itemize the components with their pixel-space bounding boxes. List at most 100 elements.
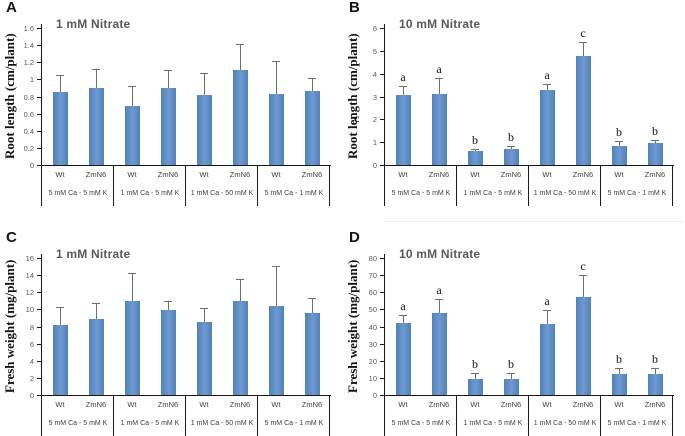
error-bar-cap bbox=[236, 44, 244, 46]
error-bar-stem bbox=[96, 69, 97, 88]
series-label: Wt bbox=[199, 400, 209, 409]
error-bar-cap bbox=[435, 78, 443, 80]
y-tick-label: 70 bbox=[368, 271, 377, 281]
y-tick-mark bbox=[380, 28, 384, 29]
significance-letter: a bbox=[436, 283, 442, 298]
bar-wt bbox=[467, 151, 483, 165]
series-label: ZmN6 bbox=[428, 170, 450, 179]
error-bar-stem bbox=[276, 60, 277, 94]
error-bar-cap bbox=[236, 279, 244, 281]
error-bar-stem bbox=[168, 300, 169, 311]
y-tick-mark bbox=[380, 360, 384, 362]
y-tick-label: 40 bbox=[368, 322, 377, 332]
error-bar-cap bbox=[308, 77, 316, 79]
error-bar-cap bbox=[579, 275, 587, 277]
y-tick-mark bbox=[37, 113, 41, 115]
y-tick-label: 0 bbox=[29, 161, 34, 170]
group-separator-line bbox=[528, 396, 529, 436]
significance-letter: b bbox=[508, 129, 514, 144]
error-bar-stem bbox=[475, 148, 476, 152]
error-bar-stem bbox=[240, 279, 241, 301]
series-label: ZmN6 bbox=[644, 170, 666, 179]
series-label: Wt bbox=[398, 170, 408, 179]
group-separator-line bbox=[672, 396, 673, 436]
bar-zmn6 bbox=[431, 94, 447, 165]
chart-title: 1 mM Nitrate bbox=[56, 247, 131, 261]
group-label: 1 mM Ca - 50 mM K bbox=[533, 420, 597, 427]
y-tick-mark bbox=[380, 119, 384, 121]
group-separator-line bbox=[456, 396, 457, 436]
bar-wt bbox=[196, 322, 212, 395]
series-label: Wt bbox=[127, 400, 137, 409]
error-bar-stem bbox=[547, 83, 548, 91]
error-bar-cap bbox=[200, 72, 208, 74]
y-tick-mark bbox=[380, 326, 384, 328]
panel-b: B 10 mM Nitrate Root length (cm/plant) 0 1 2 3… bbox=[343, 0, 685, 218]
y-tick-mark bbox=[37, 275, 41, 277]
error-bar-cap bbox=[92, 69, 100, 71]
error-bar-stem bbox=[475, 372, 476, 379]
y-tick-mark bbox=[37, 309, 41, 311]
stray-annotation-letter: c bbox=[354, 111, 360, 125]
panel-letter: B bbox=[349, 0, 360, 16]
group-label: 5 mM Ca - 1 mM K bbox=[264, 420, 324, 427]
faint-dotted-separator bbox=[385, 221, 683, 222]
error-bar-cap bbox=[128, 273, 136, 275]
series-label: ZmN6 bbox=[85, 400, 107, 409]
error-bar-stem bbox=[547, 310, 548, 324]
y-tick-label: 0.2 bbox=[23, 143, 34, 153]
y-tick-label: 8 bbox=[29, 322, 34, 332]
significance-letter: a bbox=[544, 294, 550, 309]
series-label: ZmN6 bbox=[229, 170, 251, 179]
y-tick-mark bbox=[380, 377, 384, 379]
y-tick-label: 0.6 bbox=[23, 109, 34, 119]
series-label: Wt bbox=[199, 170, 209, 179]
error-bar-cap bbox=[615, 141, 623, 143]
group-label: 1 mM Ca - 50 mM K bbox=[190, 190, 254, 197]
error-bar-stem bbox=[240, 44, 241, 70]
y-tick-mark bbox=[37, 130, 41, 132]
y-axis-line bbox=[384, 24, 385, 166]
bar-zmn6 bbox=[88, 87, 104, 165]
y-axis-line bbox=[41, 254, 42, 396]
error-bar-cap bbox=[272, 60, 280, 62]
y-tick-mark bbox=[37, 292, 41, 294]
bar-zmn6 bbox=[88, 318, 104, 395]
bar-wt bbox=[539, 90, 555, 165]
error-bar-stem bbox=[204, 72, 205, 95]
significance-letter: a bbox=[400, 298, 406, 313]
group-label: 5 mM Ca - 1 mM K bbox=[264, 190, 324, 197]
error-bar-stem bbox=[204, 307, 205, 323]
y-tick-label: 60 bbox=[368, 288, 377, 298]
error-bar-stem bbox=[403, 314, 404, 324]
y-tick-label: 0 bbox=[372, 391, 377, 400]
error-bar-stem bbox=[60, 75, 61, 93]
bar-zmn6 bbox=[304, 91, 320, 165]
y-axis-line bbox=[41, 24, 42, 166]
bar-wt bbox=[52, 92, 68, 165]
group-separator-line bbox=[456, 166, 457, 206]
error-bar-cap bbox=[651, 139, 659, 141]
bar-wt bbox=[539, 323, 555, 395]
x-axis-line bbox=[384, 165, 674, 166]
group-separator-line bbox=[257, 396, 258, 436]
y-tick-label: 2 bbox=[372, 115, 377, 125]
series-label: Wt bbox=[470, 400, 480, 409]
y-tick-mark bbox=[37, 360, 41, 362]
error-bar-cap bbox=[507, 145, 515, 147]
x-axis-line bbox=[41, 165, 331, 166]
error-bar-cap bbox=[471, 372, 479, 374]
group-separator-line bbox=[329, 166, 330, 206]
significance-letter: c bbox=[580, 259, 586, 274]
y-tick-label: 2 bbox=[29, 373, 34, 383]
y-axis-line bbox=[384, 254, 385, 396]
y-tick-mark bbox=[37, 96, 41, 98]
error-bar-stem bbox=[439, 78, 440, 95]
error-bar-stem bbox=[403, 86, 404, 96]
series-label: ZmN6 bbox=[500, 170, 522, 179]
group-separator-line bbox=[672, 166, 673, 206]
y-tick-mark bbox=[37, 343, 41, 345]
bar-zmn6 bbox=[431, 312, 447, 395]
